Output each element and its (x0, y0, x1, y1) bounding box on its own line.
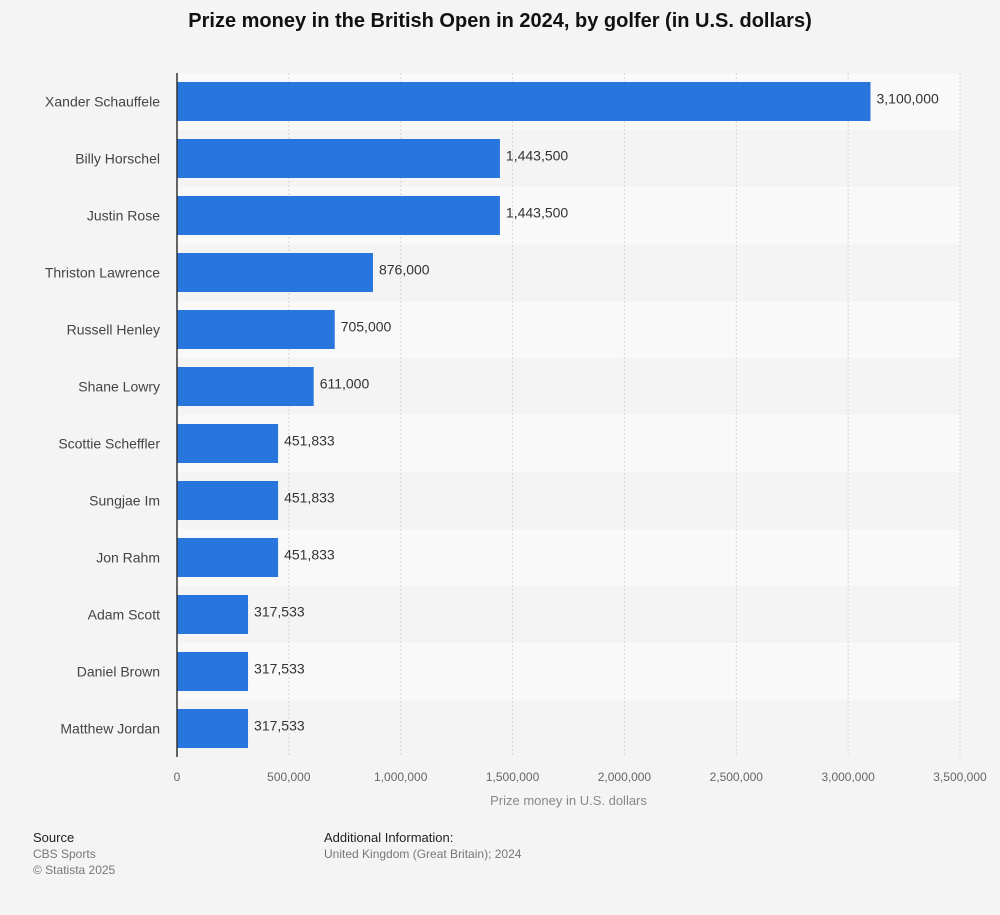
value-label: 451,833 (284, 490, 335, 506)
x-tick-label: 500,000 (267, 770, 311, 784)
chart-title: Prize money in the British Open in 2024,… (188, 10, 812, 32)
category-label: Adam Scott (88, 607, 160, 623)
x-tick-label: 1,000,000 (374, 770, 428, 784)
x-tick-label: 3,500,000 (933, 770, 987, 784)
category-label: Justin Rose (87, 208, 160, 224)
x-tick-label: 2,000,000 (598, 770, 652, 784)
category-label: Scottie Scheffler (58, 436, 160, 452)
copyright-line: © Statista 2025 (33, 863, 116, 877)
x-axis-title: Prize money in U.S. dollars (490, 793, 647, 808)
value-label: 705,000 (341, 319, 392, 335)
bar (177, 481, 279, 520)
row-band (177, 472, 960, 529)
bar (177, 139, 500, 178)
category-label: Daniel Brown (77, 664, 160, 680)
bar (177, 424, 279, 463)
value-label: 451,833 (284, 433, 335, 449)
category-label: Matthew Jordan (60, 721, 160, 737)
x-tick-label: 1,500,000 (486, 770, 540, 784)
bar (177, 310, 335, 349)
value-label: 317,533 (254, 604, 305, 620)
row-band (177, 700, 960, 757)
row-band (177, 529, 960, 586)
value-label: 611,000 (320, 376, 370, 392)
bar (177, 367, 314, 406)
bar (177, 82, 871, 121)
category-label: Shane Lowry (78, 379, 160, 395)
bar (177, 196, 500, 235)
x-tick-label: 0 (174, 770, 181, 784)
category-label: Jon Rahm (96, 550, 160, 566)
additional-info-block: Additional Information: United Kingdom (… (324, 830, 521, 862)
additional-info-heading: Additional Information: (324, 830, 454, 845)
bar (177, 253, 373, 292)
bar-chart: Xander Schauffele 3,100,000 Billy Horschel… (45, 73, 987, 808)
value-label: 876,000 (379, 262, 430, 278)
category-label: Xander Schauffele (45, 94, 160, 110)
value-label: 3,100,000 (877, 91, 939, 107)
bar (177, 652, 249, 691)
x-tick-label: 3,000,000 (821, 770, 875, 784)
value-label: 1,443,500 (506, 205, 568, 221)
value-label: 451,833 (284, 547, 335, 563)
x-tick-label: 2,500,000 (710, 770, 764, 784)
source-block: Source CBS Sports © Statista 2025 (33, 830, 115, 878)
category-label: Sungjae Im (89, 493, 160, 509)
category-label: Billy Horschel (75, 151, 160, 167)
category-label: Thriston Lawrence (45, 265, 160, 281)
source-line: CBS Sports (33, 847, 96, 861)
value-label: 317,533 (254, 661, 305, 677)
category-label: Russell Henley (67, 322, 160, 338)
row-band (177, 643, 960, 700)
source-heading: Source (33, 830, 75, 845)
value-label: 1,443,500 (506, 148, 568, 164)
row-band (177, 415, 960, 472)
additional-info-line: United Kingdom (Great Britain); 2024 (324, 847, 522, 861)
bar (177, 709, 249, 748)
bar (177, 595, 249, 634)
row-band (177, 586, 960, 643)
value-label: 317,533 (254, 718, 305, 734)
bar (177, 538, 279, 577)
